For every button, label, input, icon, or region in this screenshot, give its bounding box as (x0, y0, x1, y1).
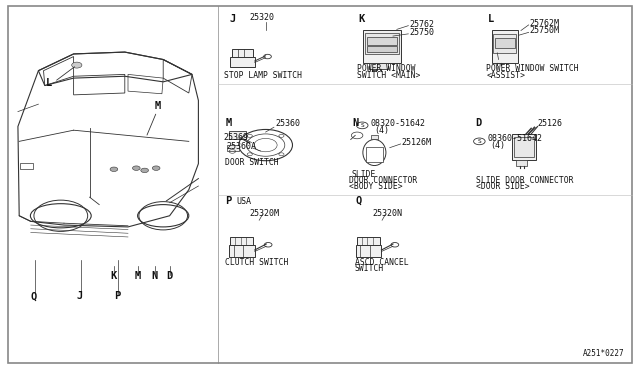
Text: J: J (229, 14, 236, 24)
FancyBboxPatch shape (232, 49, 253, 57)
Text: 25320N: 25320N (372, 209, 403, 218)
FancyBboxPatch shape (495, 38, 515, 48)
Text: SWITCH <MAIN>: SWITCH <MAIN> (357, 71, 420, 80)
FancyBboxPatch shape (512, 134, 536, 160)
FancyBboxPatch shape (227, 145, 239, 151)
Text: A251*0227: A251*0227 (582, 349, 624, 358)
FancyBboxPatch shape (230, 237, 253, 245)
Text: 25360A: 25360A (227, 142, 257, 151)
Text: L: L (46, 77, 52, 87)
Text: N: N (151, 271, 157, 281)
Text: 25126M: 25126M (402, 138, 432, 147)
Text: <DOOR SIDE>: <DOOR SIDE> (476, 182, 529, 191)
Circle shape (132, 166, 140, 170)
Text: P: P (114, 291, 120, 301)
Text: 25369: 25369 (223, 132, 248, 141)
FancyBboxPatch shape (363, 30, 401, 63)
Text: ASCD CANCEL: ASCD CANCEL (355, 258, 408, 267)
FancyBboxPatch shape (516, 160, 527, 166)
FancyBboxPatch shape (492, 30, 518, 63)
Circle shape (110, 167, 118, 171)
Text: N: N (352, 118, 358, 128)
Text: J: J (77, 291, 83, 301)
Text: POWER WINDOW SWITCH: POWER WINDOW SWITCH (486, 64, 579, 73)
Text: (4): (4) (374, 126, 388, 135)
Text: S: S (361, 123, 365, 128)
FancyBboxPatch shape (356, 245, 381, 257)
Circle shape (72, 62, 82, 68)
Text: 25762M: 25762M (530, 19, 560, 28)
FancyBboxPatch shape (369, 63, 388, 69)
Circle shape (152, 166, 160, 170)
Text: 25750M: 25750M (530, 26, 560, 35)
Text: DOOR CONNECTOR: DOOR CONNECTOR (349, 176, 418, 185)
FancyBboxPatch shape (514, 137, 534, 157)
Text: <BODY SIDE>: <BODY SIDE> (349, 182, 403, 191)
FancyBboxPatch shape (357, 237, 380, 245)
FancyBboxPatch shape (229, 245, 255, 257)
Text: STOP LAMP SWITCH: STOP LAMP SWITCH (224, 71, 302, 80)
Text: 25750: 25750 (410, 28, 435, 37)
FancyBboxPatch shape (367, 37, 397, 45)
Text: D: D (476, 118, 482, 128)
Text: 08360-51642: 08360-51642 (488, 134, 543, 143)
FancyBboxPatch shape (367, 46, 397, 52)
Text: Q: Q (31, 291, 37, 301)
Text: M: M (154, 100, 161, 110)
Text: K: K (358, 14, 365, 24)
Text: D: D (166, 271, 173, 281)
Text: M: M (225, 118, 232, 128)
FancyBboxPatch shape (365, 33, 399, 54)
Text: M: M (134, 271, 141, 281)
Text: USA: USA (237, 197, 252, 206)
Text: SWITCH: SWITCH (355, 264, 384, 273)
Text: 25126: 25126 (538, 119, 563, 128)
Text: SLIDE: SLIDE (352, 170, 376, 179)
FancyBboxPatch shape (366, 147, 383, 162)
FancyBboxPatch shape (20, 163, 33, 169)
Text: 25360: 25360 (275, 119, 300, 128)
Text: DOOR SWITCH: DOOR SWITCH (225, 158, 279, 167)
Text: S: S (478, 139, 482, 144)
Text: SLIDE DOOR CONNECTOR: SLIDE DOOR CONNECTOR (476, 176, 573, 185)
Text: L: L (488, 14, 494, 24)
Circle shape (141, 168, 148, 173)
FancyBboxPatch shape (229, 131, 246, 139)
Text: K: K (110, 271, 116, 281)
Text: POWER WINDOW: POWER WINDOW (357, 64, 415, 73)
FancyBboxPatch shape (371, 135, 378, 139)
FancyBboxPatch shape (230, 57, 255, 67)
Text: CLUTCH SWITCH: CLUTCH SWITCH (225, 258, 289, 267)
Text: P: P (225, 196, 232, 206)
Text: (4): (4) (490, 141, 505, 150)
Text: 08320-51642: 08320-51642 (371, 119, 426, 128)
Text: <ASSIST>: <ASSIST> (486, 71, 525, 80)
Text: Q: Q (356, 196, 362, 206)
Text: 25762: 25762 (410, 20, 435, 29)
Text: 25320: 25320 (250, 13, 275, 22)
FancyBboxPatch shape (493, 34, 516, 53)
FancyBboxPatch shape (8, 6, 632, 363)
Text: 25320M: 25320M (250, 209, 280, 218)
